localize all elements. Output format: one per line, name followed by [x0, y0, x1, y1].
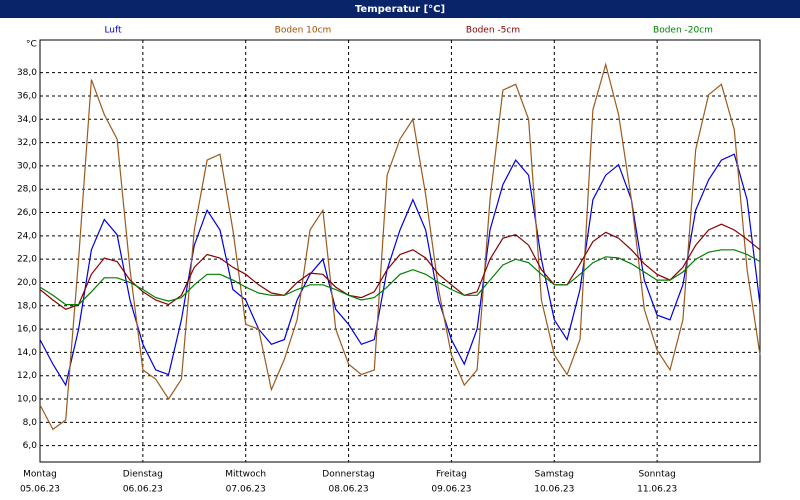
data-line [39, 62, 761, 431]
x-tick-date: 10.06.23 [534, 485, 574, 495]
data-line [39, 249, 761, 306]
y-tick-label: 16,0 [17, 325, 37, 335]
x-tick-day: Dienstag [123, 470, 163, 480]
y-tick-label: 22,0 [17, 255, 37, 265]
legend-entry: Boden 10cm [275, 26, 332, 36]
x-tick-date: 11.06.23 [637, 485, 677, 495]
legend-entry: Boden -5cm [466, 26, 520, 36]
x-tick-date: 08.06.23 [329, 485, 369, 495]
y-tick-label: 20,0 [17, 278, 37, 288]
data-line [39, 153, 761, 387]
x-tick-day: Montag [23, 470, 57, 480]
title-bar [0, 0, 800, 18]
y-tick-label: 24,0 [17, 231, 37, 241]
x-tick-day: Donnerstag [322, 470, 375, 480]
x-tick-day: Sonntag [638, 470, 675, 480]
legend-entry: Luft [104, 26, 122, 36]
x-tick-date: 07.06.23 [226, 485, 266, 495]
y-tick-label: 34,0 [17, 115, 37, 125]
data-line [39, 223, 761, 310]
y-tick-label: 8,0 [23, 418, 38, 428]
y-tick-label: 36,0 [17, 91, 37, 101]
x-tick-day: Freitag [436, 470, 467, 480]
y-tick-label: 38,0 [17, 68, 37, 78]
y-axis-label: °C [26, 40, 37, 50]
y-tick-label: 30,0 [17, 161, 37, 171]
legend-entry: Boden -20cm [653, 26, 713, 36]
y-tick-label: 12,0 [17, 371, 37, 381]
y-tick-label: 26,0 [17, 208, 37, 218]
x-tick-day: Samstag [535, 470, 574, 480]
x-tick-day: Mittwoch [225, 470, 266, 480]
y-tick-label: 10,0 [17, 395, 37, 405]
x-tick-date: 05.06.23 [20, 485, 60, 495]
x-tick-date: 06.06.23 [123, 485, 163, 495]
y-tick-label: 18,0 [17, 301, 37, 311]
y-tick-label: 14,0 [17, 348, 37, 358]
chart-title: Temperatur [°C] [355, 4, 445, 15]
y-tick-label: 32,0 [17, 138, 37, 148]
y-tick-label: 28,0 [17, 185, 37, 195]
x-tick-date: 09.06.23 [431, 485, 471, 495]
y-tick-label: 6,0 [23, 441, 38, 451]
